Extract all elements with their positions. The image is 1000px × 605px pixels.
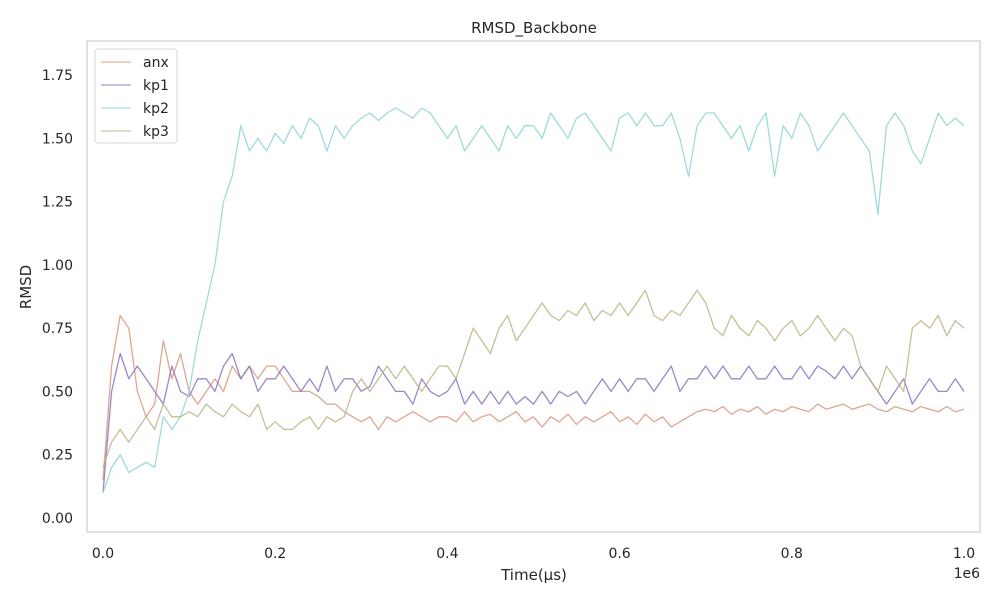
- legend-item-anx: anx: [101, 55, 169, 71]
- legend-box: [94, 48, 178, 144]
- x-axis-label: Time(µs): [500, 566, 567, 584]
- x-tick-label: 1.0: [953, 546, 975, 562]
- series-lines: [102, 107, 965, 493]
- x-tick-label: 0.2: [264, 546, 286, 562]
- legend-label: kp2: [143, 101, 169, 117]
- y-tick-label: 0.25: [42, 448, 73, 464]
- legend: anx kp1 kp2 kp3: [94, 48, 178, 144]
- x-tick-label: 0.4: [436, 546, 458, 562]
- x-tick-label: 0.6: [608, 546, 630, 562]
- x-offset-label: 1e6: [954, 566, 981, 582]
- tick-labels: 0.0 0.2 0.4 0.6 0.8 1.0 0.00 0.25 0.50 0.75 1.00 1.…: [42, 68, 975, 562]
- y-tick-label: 0.00: [42, 511, 73, 527]
- y-tick-label: 0.75: [42, 321, 73, 337]
- y-tick-label: 1.50: [42, 131, 73, 147]
- legend-item-kp2: kp2: [101, 101, 169, 117]
- legend-item-kp3: kp3: [101, 124, 169, 140]
- x-tick-label: 0.0: [92, 546, 114, 562]
- chart-title: RMSD_Backbone: [471, 19, 597, 38]
- legend-label: anx: [143, 55, 169, 71]
- y-tick-label: 1.75: [42, 68, 73, 84]
- y-tick-label: 1.25: [42, 195, 73, 211]
- y-tick-label: 1.00: [42, 258, 73, 274]
- y-axis-label: RMSD: [17, 265, 35, 309]
- legend-label: kp3: [143, 124, 169, 140]
- series-line-kp1: [102, 352, 965, 493]
- x-tick-label: 0.8: [781, 546, 803, 562]
- legend-label: kp1: [143, 78, 169, 94]
- series-line-kp2: [102, 107, 965, 493]
- series-line-kp3: [102, 289, 965, 468]
- legend-item-kp1: kp1: [101, 78, 169, 94]
- plot-frame: [86, 40, 981, 533]
- y-tick-label: 0.50: [42, 384, 73, 400]
